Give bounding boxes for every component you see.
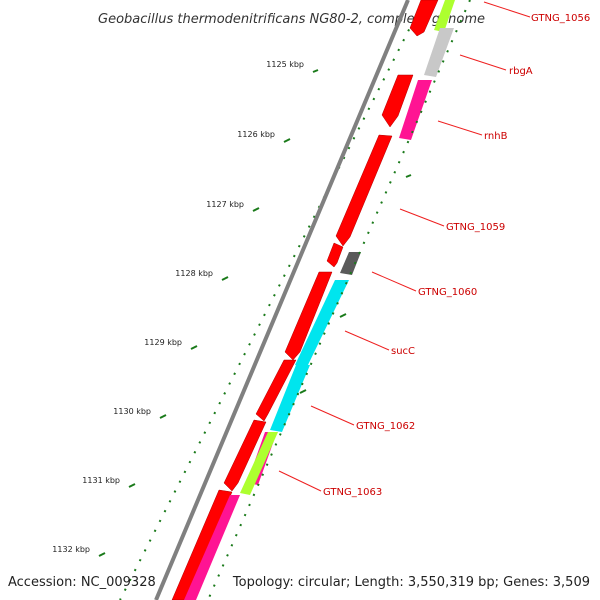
gene-label: GTNG_1056 — [531, 13, 590, 24]
map-title: Geobacillus thermodenitrificans NG80-2, … — [98, 12, 485, 27]
cog-track — [184, 0, 455, 600]
gene-label: GTNG_1062 — [356, 421, 415, 432]
kbp-label: 1126 kbp — [237, 130, 275, 139]
gene-label: GTNG_1063 — [323, 487, 382, 498]
leader-lines — [278, 1, 531, 492]
inner-tick-ring — [207, 0, 471, 600]
kbp-label: 1128 kbp — [175, 269, 213, 278]
accession-text: Accession: NC_009328 — [8, 575, 156, 590]
gene-label: rnhB — [484, 131, 508, 142]
kbp-label: 1131 kbp — [82, 476, 120, 485]
gene-label: sucC — [391, 346, 415, 357]
outer-tick-ring — [98, 0, 425, 600]
kbp-label: 1130 kbp — [113, 407, 151, 416]
kbp-label: 1129 kbp — [144, 338, 182, 347]
topology-text: Topology: circular; Length: 3,550,319 bp… — [232, 575, 590, 590]
kbp-label: 1127 kbp — [206, 200, 244, 209]
gene-label: rbgA — [509, 66, 533, 77]
kbp-label: 1125 kbp — [266, 60, 304, 69]
genome-backbone — [154, 0, 410, 600]
gene-label: GTNG_1060 — [418, 287, 477, 298]
cds-track — [171, 0, 439, 600]
kbp-label: 1132 kbp — [52, 545, 90, 554]
gene-label: GTNG_1059 — [446, 222, 505, 233]
